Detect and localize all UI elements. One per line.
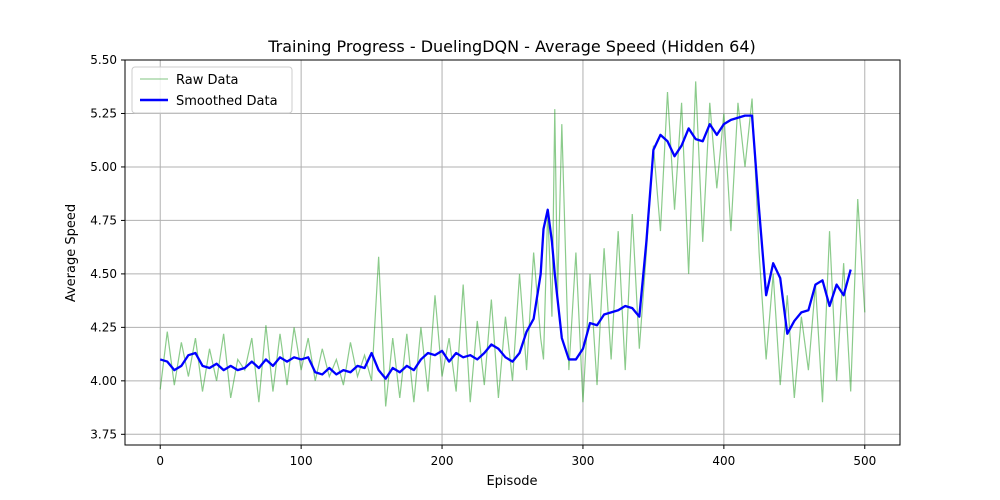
x-axis-label: Episode xyxy=(486,474,537,489)
grid xyxy=(125,59,900,445)
y-tick-label: 3.75 xyxy=(90,427,117,441)
smoothed-data-line xyxy=(159,114,852,380)
y-tick-label: 4.00 xyxy=(90,374,117,388)
legend-raw-label: Raw Data xyxy=(176,73,239,88)
y-tick-label: 5.00 xyxy=(90,160,117,174)
y-tick-label: 4.75 xyxy=(90,213,117,227)
series-layer xyxy=(159,81,866,407)
x-tick-label: 0 xyxy=(156,454,164,468)
legend-box xyxy=(131,66,293,114)
legend-smoothed-label: Smoothed Data xyxy=(176,94,278,109)
x-tick-label: 100 xyxy=(290,454,313,468)
y-tick-label: 4.50 xyxy=(90,267,117,281)
raw-data-line xyxy=(159,81,866,407)
x-tick-label: 400 xyxy=(712,454,735,468)
y-axis-ticks: 3.75 4.00 4.25 4.50 4.75 5.00 5.25 5.50 xyxy=(90,53,125,441)
y-tick-label: 4.25 xyxy=(90,320,117,334)
x-tick-label: 500 xyxy=(853,454,876,468)
y-tick-label: 5.50 xyxy=(90,53,117,67)
y-tick-label: 5.25 xyxy=(90,106,117,120)
legend: Raw Data Smoothed Data xyxy=(131,66,293,114)
y-axis-label: Average Speed xyxy=(64,204,79,302)
chart-title: Training Progress - DuelingDQN - Average… xyxy=(267,37,756,56)
x-axis-ticks: 0 100 200 300 400 500 xyxy=(156,445,876,468)
x-tick-label: 300 xyxy=(572,454,595,468)
x-tick-label: 200 xyxy=(431,454,454,468)
plot-frame xyxy=(124,59,901,446)
